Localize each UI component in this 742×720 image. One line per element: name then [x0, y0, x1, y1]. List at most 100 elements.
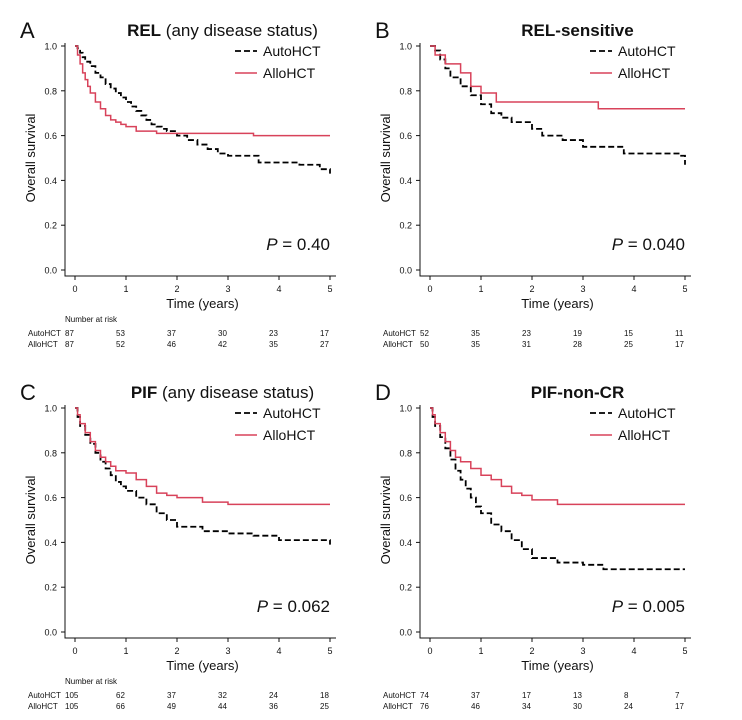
p-value-number: = 0.40 [278, 235, 330, 254]
risk-cell: 46 [167, 340, 176, 349]
risk-table-title: Number at risk [65, 677, 118, 686]
p-value-text: P = 0.062 [257, 597, 330, 616]
panel-letter: D [375, 380, 391, 405]
y-tick-label: 0.6 [399, 131, 412, 141]
risk-row-label: AutoHCT [383, 691, 416, 700]
axes-frame [419, 405, 691, 639]
y-tick-label: 1.0 [44, 42, 57, 52]
x-tick-label: 4 [276, 284, 281, 294]
legend-label-autohct: AutoHCT [618, 405, 676, 421]
y-tick-label: 0.2 [399, 221, 412, 231]
panel-title: PIF (any disease status) [131, 383, 314, 402]
p-value-number: = 0.062 [268, 597, 330, 616]
x-tick-label: 4 [276, 646, 281, 656]
risk-cell: 34 [522, 702, 531, 711]
x-tick-label: 3 [580, 284, 585, 294]
axes-frame [64, 43, 336, 277]
p-value-number: = 0.040 [623, 235, 685, 254]
legend-label-autohct: AutoHCT [263, 43, 321, 59]
panel-title-bold: REL-sensitive [521, 21, 633, 40]
panel-d: D PIF-non-CR0.00.20.40.60.81.00 1 2 3 4 5Time … [375, 380, 691, 711]
series-autohct-line [430, 407, 685, 571]
legend-label-autohct: AutoHCT [263, 405, 321, 421]
y-tick-label: 0.4 [399, 538, 412, 548]
risk-cell: 23 [522, 329, 531, 338]
risk-cell: 87 [65, 329, 74, 338]
y-tick-label: 0.4 [44, 176, 57, 186]
y-tick-label: 1.0 [399, 404, 412, 414]
risk-cell: 62 [116, 691, 125, 700]
y-tick-label: 0.2 [44, 221, 57, 231]
risk-row-label: AlloHCT [383, 702, 413, 711]
risk-cell: 66 [116, 702, 125, 711]
risk-cell: 15 [624, 329, 633, 338]
panel-title: REL-sensitive [521, 21, 633, 40]
risk-cell: 25 [320, 702, 329, 711]
risk-cell: 52 [420, 329, 429, 338]
risk-row-label: AlloHCT [28, 702, 58, 711]
p-value-text: P = 0.040 [612, 235, 685, 254]
x-tick-label: 1 [478, 284, 483, 294]
p-value-symbol: P [257, 597, 269, 616]
risk-cell: 76 [420, 702, 429, 711]
panel-title: REL (any disease status) [127, 21, 318, 40]
p-value-symbol: P [612, 235, 624, 254]
risk-cell: 32 [218, 691, 227, 700]
p-value-number: = 0.005 [623, 597, 685, 616]
risk-cell: 105 [65, 691, 79, 700]
risk-cell: 36 [269, 702, 278, 711]
y-tick-label: 0.8 [44, 86, 57, 96]
y-tick-label: 0.4 [44, 538, 57, 548]
y-tick-label: 0.8 [399, 86, 412, 96]
x-tick-label: 2 [174, 646, 179, 656]
risk-cell: 25 [624, 340, 633, 349]
series-autohct-line [75, 45, 331, 174]
x-tick-label: 2 [529, 646, 534, 656]
x-axis-label: Time (years) [166, 658, 238, 673]
panel-title: PIF-non-CR [531, 383, 624, 402]
series-autohct-line [75, 407, 331, 545]
risk-cell: 13 [573, 691, 582, 700]
x-tick-label: 4 [631, 646, 636, 656]
y-axis-label: Overall survival [23, 475, 38, 564]
x-tick-label: 1 [478, 646, 483, 656]
risk-cell: 17 [522, 691, 531, 700]
risk-cell: 42 [218, 340, 227, 349]
risk-cell: 53 [116, 329, 125, 338]
y-tick-label: 0.6 [44, 493, 57, 503]
y-tick-label: 0.2 [44, 583, 57, 593]
risk-cell: 8 [624, 691, 629, 700]
y-tick-label: 0.0 [399, 628, 412, 638]
risk-cell: 17 [675, 340, 684, 349]
panel-letter: B [375, 18, 390, 43]
x-tick-label: 0 [427, 284, 432, 294]
x-tick-label: 5 [327, 646, 332, 656]
x-tick-label: 2 [529, 284, 534, 294]
panel-title-bold: PIF [131, 383, 157, 402]
risk-cell: 18 [320, 691, 329, 700]
x-tick-label: 3 [225, 646, 230, 656]
y-tick-label: 0.6 [44, 131, 57, 141]
panel-title-normal: (any disease status) [157, 383, 314, 402]
risk-cell: 24 [624, 702, 633, 711]
risk-cell: 37 [167, 329, 176, 338]
y-tick-label: 0.0 [44, 266, 57, 276]
risk-cell: 74 [420, 691, 429, 700]
legend-label-allohct: AlloHCT [618, 427, 671, 443]
risk-cell: 44 [218, 702, 227, 711]
x-tick-label: 2 [174, 284, 179, 294]
y-tick-label: 0.4 [399, 176, 412, 186]
risk-cell: 35 [471, 340, 480, 349]
x-tick-label: 5 [682, 284, 687, 294]
x-tick-label: 0 [72, 646, 77, 656]
x-tick-label: 4 [631, 284, 636, 294]
panel-a: A REL (any disease status) 0.0 0.2 0.4 0.6 0.8… [20, 18, 336, 349]
risk-cell: 49 [167, 702, 176, 711]
legend-label-allohct: AlloHCT [618, 65, 671, 81]
y-axis-label: Overall survival [23, 113, 38, 202]
x-axis-label: Time (years) [166, 296, 238, 311]
series-allohct-line [75, 407, 330, 506]
risk-row-label: AlloHCT [28, 340, 58, 349]
